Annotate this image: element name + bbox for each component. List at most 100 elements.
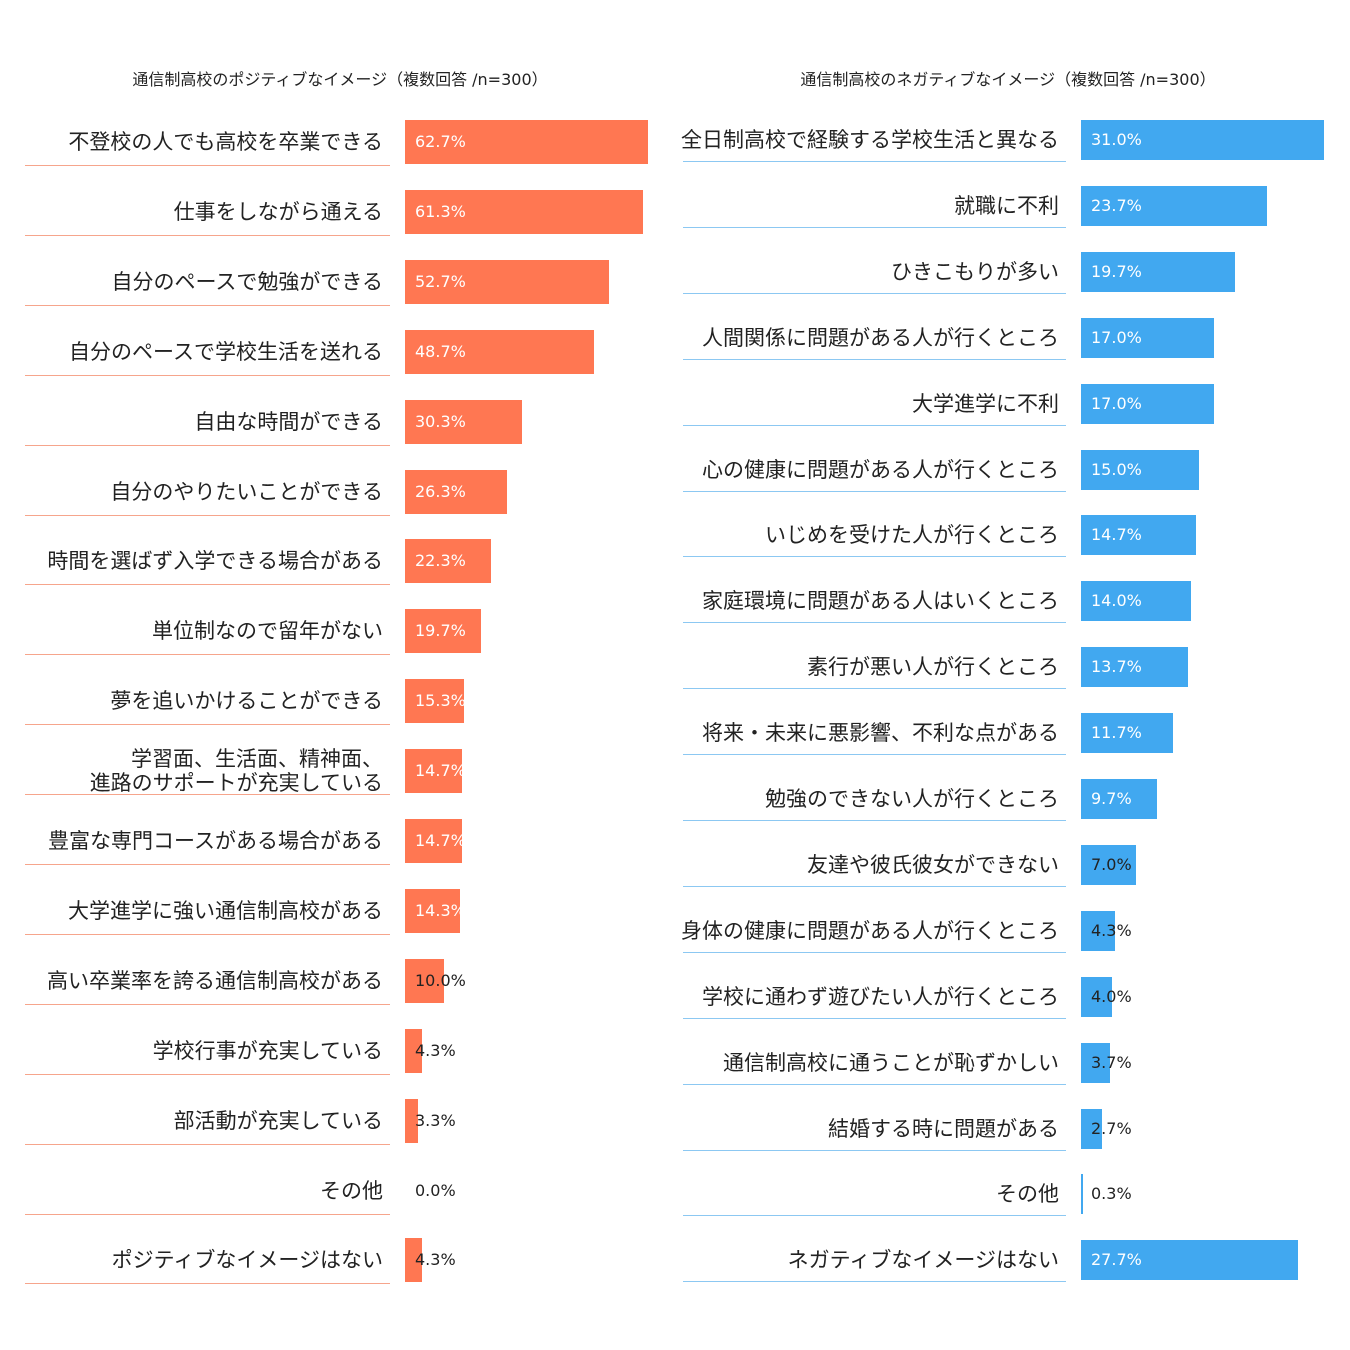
row-divider <box>25 514 390 516</box>
bar <box>1081 779 1158 819</box>
value-label: 19.7% <box>1091 261 1142 281</box>
value-label: 0.3% <box>1091 1184 1132 1204</box>
bar <box>1081 185 1267 226</box>
bar <box>1081 1240 1299 1281</box>
chart-title: 通信制高校のネガティブなイメージ（複数回答 /n=300） <box>800 70 1216 89</box>
category-label: 大学進学に強い通信制高校がある <box>68 898 383 923</box>
value-label: 19.7% <box>415 621 466 641</box>
bar <box>1081 515 1197 556</box>
row-divider <box>683 1017 1066 1019</box>
bar <box>405 609 482 654</box>
bar <box>1081 581 1191 622</box>
value-label: 3.3% <box>415 1110 456 1130</box>
value-label: 30.3% <box>415 411 466 431</box>
value-label: 10.0% <box>415 970 466 990</box>
row-divider <box>683 688 1066 690</box>
bar <box>405 958 444 1003</box>
bar <box>405 749 462 794</box>
bar <box>1081 449 1199 490</box>
bar <box>405 120 648 164</box>
value-label: 61.3% <box>415 201 466 221</box>
bar <box>1081 647 1189 688</box>
bar <box>405 679 465 724</box>
value-label: 15.3% <box>415 691 466 711</box>
row-divider <box>25 1143 390 1145</box>
row-divider <box>683 161 1066 162</box>
row-divider <box>683 951 1066 953</box>
value-label: 14.0% <box>1091 591 1142 611</box>
value-label: 14.7% <box>1091 525 1142 545</box>
category-label: 就職に不利 <box>954 193 1059 218</box>
value-label: 4.3% <box>1091 920 1132 940</box>
category-label: ひきこもりが多い <box>891 259 1059 284</box>
value-label: 26.3% <box>415 481 466 501</box>
category-label: 心の健康に問題がある人が行くところ <box>702 457 1059 482</box>
category-label: 高い卒業率を誇る通信制高校がある <box>47 968 383 993</box>
row-divider <box>683 292 1066 294</box>
row-divider <box>25 724 390 726</box>
bar <box>1081 910 1115 951</box>
bar <box>1081 120 1324 160</box>
category-label: 学校に通わず遊びたい人が行くところ <box>702 984 1059 1009</box>
row-divider <box>25 165 390 166</box>
bar <box>405 1098 418 1143</box>
row-divider <box>683 424 1066 426</box>
bar <box>405 399 523 444</box>
category-label: いじめを受けた人が行くところ <box>765 523 1059 548</box>
value-label: 7.0% <box>1091 854 1132 874</box>
value-label: 31.0% <box>1091 130 1142 149</box>
value-label: 4.3% <box>415 1040 456 1060</box>
category-label: 学校行事が充実している <box>152 1038 383 1063</box>
value-label: 48.7% <box>415 341 466 361</box>
bar <box>405 189 643 234</box>
row-divider <box>25 1073 390 1075</box>
row-divider <box>683 1215 1066 1217</box>
bar <box>405 469 507 514</box>
value-label: 9.7% <box>1091 789 1132 808</box>
category-label: 家庭環境に問題がある人はいくところ <box>702 589 1059 614</box>
row-divider <box>25 654 390 656</box>
value-label: 17.0% <box>1091 327 1142 347</box>
row-divider <box>683 885 1066 887</box>
category-label: 自由な時間ができる <box>194 409 383 434</box>
value-label: 13.7% <box>1091 657 1142 677</box>
bar <box>1081 1174 1084 1215</box>
row-divider <box>683 820 1066 821</box>
category-label: 将来・未来に悪影響、不利な点がある <box>702 721 1059 746</box>
row-divider <box>25 1283 390 1285</box>
bar <box>405 259 610 304</box>
category-label: 部活動が充実している <box>173 1108 383 1133</box>
bar <box>405 1238 422 1283</box>
category-label: 仕事をしながら通える <box>173 199 383 224</box>
value-label: 4.3% <box>415 1250 456 1270</box>
row-divider <box>683 358 1066 360</box>
row-divider <box>683 226 1066 228</box>
row-divider <box>25 584 390 586</box>
bar <box>405 819 462 863</box>
value-label: 15.0% <box>1091 459 1142 479</box>
value-label: 14.7% <box>415 761 466 781</box>
bar <box>1081 844 1136 885</box>
row-divider <box>25 444 390 446</box>
row-divider <box>25 304 390 306</box>
bar <box>1081 713 1173 754</box>
category-label: 結婚する時に問題がある <box>828 1116 1059 1141</box>
category-label: 夢を追いかけることができる <box>110 689 383 714</box>
category-label: 友達や彼氏彼女ができない <box>807 852 1059 877</box>
category-label: 身体の健康に問題がある人が行くところ <box>681 918 1059 943</box>
category-label: 不登校の人でも高校を卒業できる <box>68 130 383 154</box>
bar <box>405 888 461 933</box>
row-divider <box>683 556 1066 558</box>
value-label: 27.7% <box>1091 1250 1142 1270</box>
bar <box>1081 1042 1110 1083</box>
category-label: 自分のやりたいことができる <box>110 479 383 504</box>
value-label: 11.7% <box>1091 723 1142 743</box>
category-label: 素行が悪い人が行くところ <box>807 655 1059 680</box>
value-label: 14.7% <box>415 831 466 850</box>
category-label: 勉強のできない人が行くところ <box>765 787 1059 811</box>
category-label: 自分のペースで学校生活を送れる <box>69 339 383 364</box>
row-divider <box>683 1281 1066 1283</box>
row-divider <box>25 374 390 376</box>
row-divider <box>25 1213 390 1215</box>
